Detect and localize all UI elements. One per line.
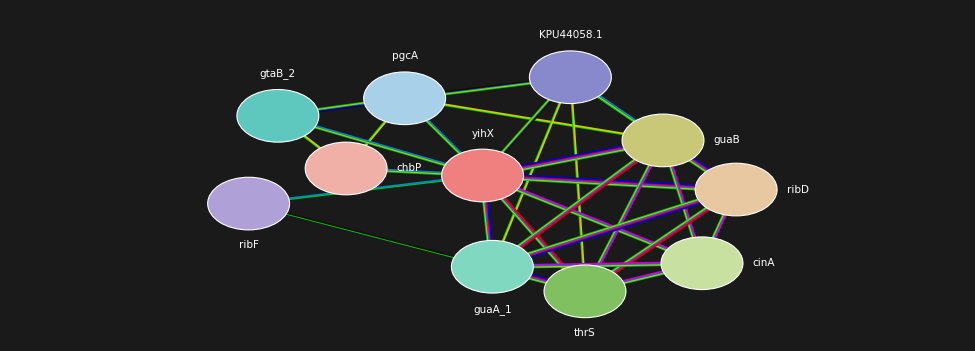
- Ellipse shape: [451, 240, 533, 293]
- Text: guaB: guaB: [714, 135, 740, 145]
- Ellipse shape: [695, 163, 777, 216]
- Text: gtaB_2: gtaB_2: [259, 68, 296, 79]
- Text: guaA_1: guaA_1: [473, 304, 512, 314]
- Ellipse shape: [544, 265, 626, 318]
- Text: KPU44058.1: KPU44058.1: [538, 31, 603, 40]
- Text: cinA: cinA: [753, 258, 775, 268]
- Ellipse shape: [208, 177, 290, 230]
- Ellipse shape: [622, 114, 704, 167]
- Ellipse shape: [305, 142, 387, 195]
- Ellipse shape: [661, 237, 743, 290]
- Text: ribF: ribF: [239, 240, 258, 250]
- Ellipse shape: [442, 149, 524, 202]
- Text: pgcA: pgcA: [392, 52, 417, 61]
- Text: yihX: yihX: [471, 129, 494, 139]
- Text: thrS: thrS: [574, 328, 596, 338]
- Text: chbP: chbP: [397, 164, 422, 173]
- Ellipse shape: [364, 72, 446, 125]
- Ellipse shape: [237, 90, 319, 142]
- Ellipse shape: [529, 51, 611, 104]
- Text: ribD: ribD: [787, 185, 809, 194]
